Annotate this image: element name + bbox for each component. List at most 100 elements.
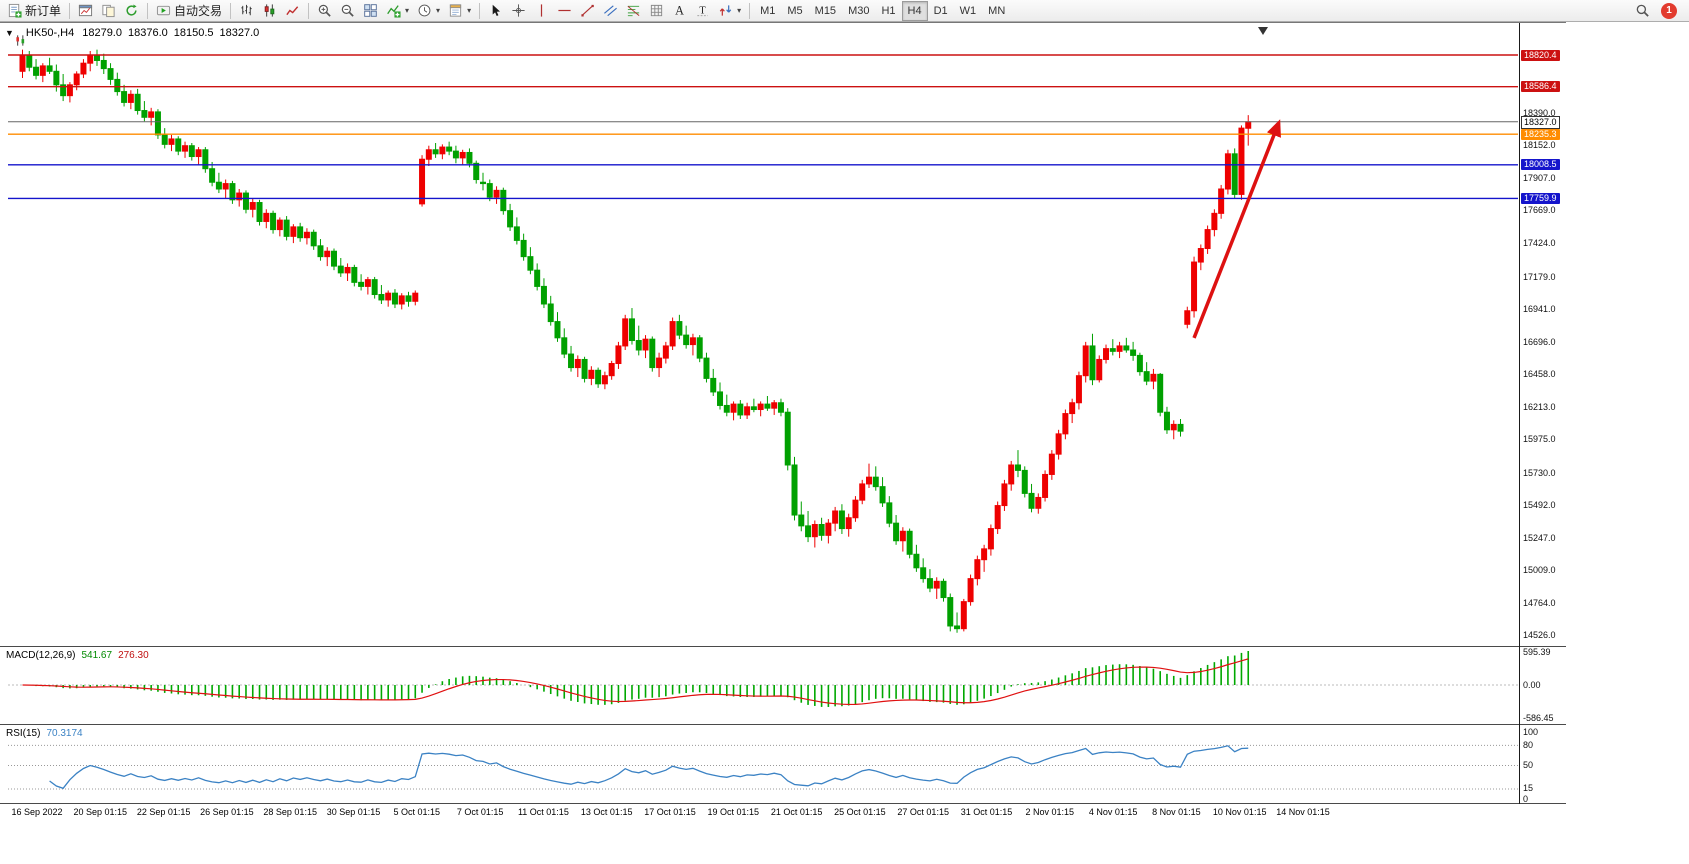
- one-click-trading-arrow[interactable]: ▼: [5, 28, 14, 38]
- chart-window-button[interactable]: [74, 1, 97, 21]
- candle: [628, 318, 635, 342]
- time-tick: 27 Oct 01:15: [897, 807, 949, 817]
- rsi-pane[interactable]: [8, 725, 1518, 803]
- zoom-out-button[interactable]: [336, 1, 359, 21]
- profile-button[interactable]: [97, 1, 120, 21]
- candle: [1245, 121, 1252, 129]
- candle: [398, 295, 405, 305]
- new-order-button[interactable]: 新订单: [3, 1, 65, 21]
- candle: [331, 250, 338, 267]
- tf-h1[interactable]: H1: [875, 1, 901, 21]
- text-a-icon: A: [672, 3, 687, 18]
- line-chart-button[interactable]: [281, 1, 304, 21]
- channel-button[interactable]: [599, 1, 622, 21]
- candle: [886, 502, 893, 524]
- candle: [967, 578, 974, 603]
- ohlc-high: 18376.0: [127, 27, 168, 39]
- arrows-button[interactable]: ▾: [714, 1, 745, 21]
- candle: [838, 510, 845, 530]
- autotrading-button-label: 自动交易: [174, 4, 223, 18]
- tf-h4[interactable]: H4: [901, 0, 928, 21]
- periods-button[interactable]: ▾: [413, 1, 444, 21]
- vert-line-button[interactable]: [530, 1, 553, 21]
- candle: [1014, 464, 1021, 471]
- tf-m30[interactable]: M30: [842, 1, 875, 21]
- candle: [872, 476, 879, 488]
- pane-separator[interactable]: [0, 724, 1566, 725]
- tf-d1[interactable]: D1: [928, 1, 954, 21]
- trendline-button[interactable]: [576, 1, 599, 21]
- text-label-button[interactable]: T: [691, 1, 714, 21]
- trend-arrow[interactable]: [1192, 119, 1281, 339]
- zoom-in-button[interactable]: [313, 1, 336, 21]
- tf-w1[interactable]: W1: [954, 1, 983, 21]
- refresh-button[interactable]: [120, 1, 143, 21]
- tf-h1-label: H1: [881, 4, 896, 17]
- grid-button[interactable]: [645, 1, 668, 21]
- candle: [595, 369, 602, 385]
- tf-m5[interactable]: M5: [781, 1, 808, 21]
- tf-m15[interactable]: M15: [809, 1, 842, 21]
- crosshair-button[interactable]: [507, 1, 530, 21]
- candle: [730, 403, 737, 413]
- candle: [913, 553, 920, 569]
- candle: [33, 66, 40, 76]
- main-toolbar: 新订单 自动交易 ▾ ▾ ▾ A T ▾ M1 M5 M15 M30 H1 H4 D1 W1 MN 1: [0, 0, 1689, 22]
- candle: [723, 404, 730, 413]
- candle: [1035, 496, 1042, 509]
- candlestick-button[interactable]: [258, 1, 281, 21]
- time-tick: 20 Sep 01:15: [73, 807, 128, 817]
- fibonacci-icon: [626, 3, 641, 18]
- arrows-icon: [718, 3, 733, 18]
- hline-price-label: 18008.5: [1521, 159, 1560, 171]
- candle: [832, 510, 839, 524]
- cursor-button[interactable]: [484, 1, 507, 21]
- templates-button[interactable]: ▾: [444, 1, 475, 21]
- time-tick: 25 Oct 01:15: [834, 807, 886, 817]
- macd-pane[interactable]: [8, 647, 1518, 724]
- pane-separator[interactable]: [0, 646, 1566, 647]
- candle: [954, 625, 961, 630]
- tf-m1[interactable]: M1: [754, 1, 781, 21]
- indicators-button[interactable]: ▾: [382, 1, 413, 21]
- candle: [87, 54, 94, 64]
- bar-chart-icon: [239, 3, 254, 18]
- tile-windows-button[interactable]: [359, 1, 382, 21]
- candle: [134, 93, 141, 112]
- candle: [1224, 153, 1231, 190]
- horiz-line-button[interactable]: [553, 1, 576, 21]
- rsi-name: RSI(15): [6, 728, 41, 739]
- candle: [114, 78, 121, 93]
- toolbar-separator: [479, 2, 481, 19]
- candle: [1204, 229, 1211, 250]
- bar-chart-button[interactable]: [235, 1, 258, 21]
- candle: [351, 266, 358, 283]
- price-pane[interactable]: [8, 23, 1518, 646]
- time-tick: 21 Oct 01:15: [770, 807, 823, 817]
- time-axis: 16 Sep 2022 20 Sep 01:15 22 Sep 01:15 26 Se…: [0, 804, 1566, 821]
- candle: [561, 337, 568, 355]
- candle: [175, 138, 182, 152]
- time-tick: 4 Nov 01:15: [1088, 807, 1138, 817]
- candle: [662, 345, 669, 359]
- candle: [276, 219, 283, 231]
- candle: [1143, 371, 1150, 382]
- autotrading-button[interactable]: 自动交易: [152, 1, 226, 21]
- candle: [1103, 348, 1110, 360]
- candle: [1001, 483, 1008, 507]
- tf-mn[interactable]: MN: [982, 1, 1011, 21]
- text-button[interactable]: A: [668, 1, 691, 21]
- rsi-axis-label: 80: [1523, 739, 1534, 750]
- search-button[interactable]: [1631, 1, 1654, 21]
- notifications-badge[interactable]: 1: [1661, 2, 1677, 19]
- candle: [446, 146, 453, 152]
- fibonacci-button[interactable]: [622, 1, 645, 21]
- svg-text:T: T: [699, 5, 706, 16]
- hline-price-label: 17759.9: [1521, 192, 1560, 204]
- candle: [290, 226, 297, 237]
- candle: [994, 505, 1001, 530]
- price-tick: 16213.0: [1523, 402, 1556, 413]
- price-tick: 18152.0: [1523, 139, 1556, 150]
- ohlc-open: 18279.0: [82, 27, 122, 39]
- chart-shift-marker-icon[interactable]: [1258, 27, 1268, 35]
